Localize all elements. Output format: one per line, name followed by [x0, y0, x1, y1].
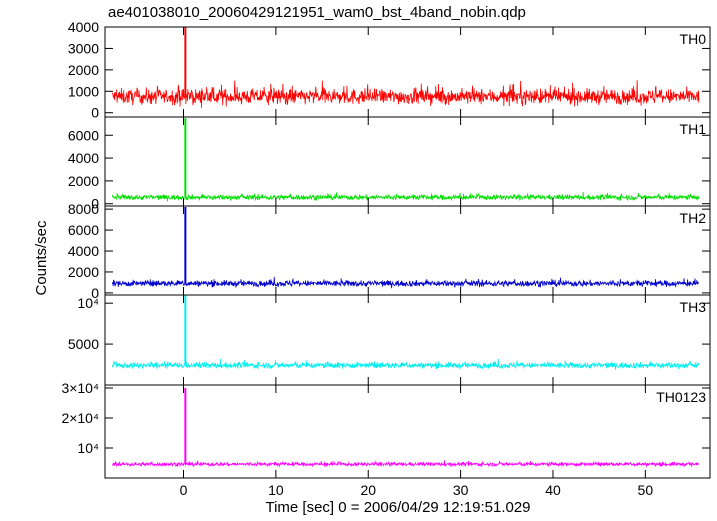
y-tick-label: 0 [91, 105, 99, 121]
y-tick-label: 3000 [68, 40, 99, 56]
lightcurve-th1 [111, 191, 700, 202]
x-tick-label: 40 [545, 482, 561, 498]
panel-th1: 0 2000 4000 6000 TH1 [68, 116, 711, 212]
y-tick-label: 2000 [68, 173, 99, 189]
panel-frame [104, 26, 711, 118]
panel-frame [104, 294, 711, 386]
y-tick-label: 6000 [68, 127, 99, 143]
panel-th0123: 10⁴ 2×10⁴ 3×10⁴ TH0123 [61, 380, 711, 479]
x-tick-label: 30 [453, 482, 469, 498]
panel-label-th0123: TH0123 [656, 389, 706, 405]
y-tick-label: 3×10⁴ [61, 380, 99, 396]
y-tick-label: 0 [91, 285, 99, 301]
panel-frame [104, 116, 711, 207]
chart-title: ae401038010_20060429121951_wam0_bst_4ban… [108, 4, 526, 21]
panel-th0: 0 1000 2000 3000 4000 TH0 [68, 19, 711, 121]
y-axis-label: Counts/sec [33, 220, 50, 296]
y-tick-label: 6000 [68, 222, 99, 238]
panel-label-th1: TH1 [680, 121, 707, 137]
y-tick-label: 10⁴ [77, 295, 99, 311]
panel-th2: 0 2000 4000 6000 8000 TH2 [68, 201, 711, 301]
lightcurve-th2 [112, 276, 700, 289]
x-tick-label: 0 [180, 482, 188, 498]
y-tick-label: 4000 [68, 243, 99, 259]
x-tick-label: 10 [268, 482, 284, 498]
x-tick-label: 50 [638, 482, 654, 498]
y-tick-label: 5000 [68, 336, 99, 352]
panel-frame [104, 384, 711, 479]
panel-label-th3: TH3 [680, 299, 707, 315]
y-tick-label: 2000 [68, 264, 99, 280]
y-tick-label: 2×10⁴ [61, 410, 99, 426]
panel-th3: 5000 10⁴ TH3 [68, 294, 711, 386]
y-tick-label: 2000 [68, 62, 99, 78]
y-tick-label: 10⁴ [77, 440, 99, 456]
panel-label-th0: TH0 [680, 31, 707, 47]
lightcurve-th3 [111, 358, 700, 371]
y-tick-label: 4000 [68, 150, 99, 166]
x-axis-label: Time [sec] 0 = 2006/04/29 12:19:51.029 [265, 499, 530, 516]
y-tick-label: 1000 [68, 83, 99, 99]
lightcurve-th0123 [112, 460, 700, 468]
y-tick-label: 4000 [68, 19, 99, 35]
lightcurve-th0 [112, 80, 700, 108]
y-tick-label: 8000 [68, 201, 99, 217]
panel-label-th2: TH2 [680, 210, 707, 226]
y-tick-label: 0 [91, 196, 99, 212]
x-tick-label: 20 [360, 482, 376, 498]
